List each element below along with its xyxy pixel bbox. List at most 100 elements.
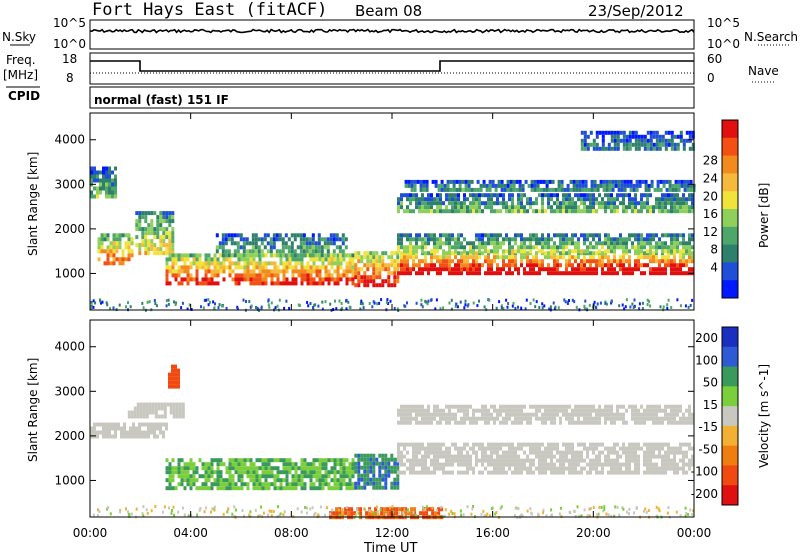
heatmap-cell (418, 450, 421, 455)
heatmap-cell (682, 209, 685, 214)
heatmap-cell (649, 138, 653, 143)
heatmap-cell (354, 251, 358, 256)
heatmap-cell (583, 442, 586, 447)
heatmap-cell (677, 179, 681, 184)
heatmap-cell (351, 474, 355, 479)
heatmap-cell (445, 233, 448, 238)
heatmap-cell (647, 183, 651, 188)
heatmap-cell (430, 267, 433, 272)
heatmap-cell (655, 142, 659, 147)
heatmap-cell (565, 251, 568, 256)
heatmap-cell (96, 434, 99, 439)
heatmap-cell (105, 434, 108, 439)
heatmap-cell (207, 269, 211, 274)
heatmap-cell (598, 193, 601, 198)
heatmap-cell (499, 442, 502, 447)
heatmap-cell (100, 249, 104, 254)
heatmap-cell (586, 197, 589, 202)
heatmap-cell (168, 380, 171, 385)
heatmap-cell (670, 201, 673, 206)
heatmap-cell (652, 245, 655, 250)
heatmap-cell (670, 412, 673, 417)
heatmap-cell (556, 245, 559, 250)
heatmap-cell (400, 233, 403, 238)
heatmap-cell (424, 197, 427, 202)
heatmap-cell (283, 306, 286, 310)
heatmap-cell (481, 458, 484, 463)
heatmap-cell (395, 511, 399, 516)
heatmap-cell (668, 187, 672, 192)
heatmap-cell (372, 485, 376, 490)
heatmap-cell (646, 197, 649, 202)
heatmap-cell (421, 408, 424, 413)
heatmap-cell (460, 446, 463, 451)
heatmap-cell (610, 271, 613, 276)
heatmap-cell (598, 249, 601, 254)
heatmap-cell (601, 241, 604, 246)
heatmap-cell (156, 219, 160, 224)
heatmap-cell (369, 465, 373, 470)
heatmap-cell (595, 146, 599, 151)
heatmap-cell (673, 142, 677, 147)
heatmap-cell (300, 466, 304, 471)
heatmap-cell (517, 249, 520, 254)
heatmap-cell (448, 197, 451, 202)
heatmap-cell (508, 193, 511, 198)
heatmap-cell (359, 307, 362, 311)
heatmap-cell (118, 303, 121, 307)
heatmap-cell (159, 247, 163, 252)
heatmap-cell (252, 269, 256, 274)
heatmap-cell (544, 241, 547, 246)
heatmap-cell (571, 470, 574, 475)
heatmap-cell (264, 281, 268, 286)
heatmap-cell (142, 514, 145, 518)
heatmap-cell (508, 408, 511, 413)
heatmap-cell (634, 450, 637, 455)
heatmap-cell (502, 404, 505, 409)
heatmap-cell (171, 261, 175, 266)
heatmap-cell (643, 442, 646, 447)
heatmap-cell (634, 404, 637, 409)
heatmap-cell (111, 426, 114, 431)
heatmap-cell (673, 201, 676, 206)
heatmap-cell (406, 263, 409, 268)
heatmap-cell (487, 446, 490, 451)
heatmap-cell (653, 187, 657, 192)
heatmap-cell (424, 508, 427, 511)
heatmap-cell (279, 253, 283, 258)
colorbar-tick-label: 4 (710, 261, 718, 275)
heatmap-cell (602, 183, 606, 188)
heatmap-cell (656, 179, 660, 184)
heatmap-cell (679, 304, 682, 308)
heatmap-cell (412, 458, 415, 463)
heatmap-cell (571, 450, 574, 455)
heatmap-cell (341, 233, 345, 238)
heatmap-cell (153, 251, 157, 256)
heatmap-cell (320, 249, 324, 254)
heatmap-cell (368, 302, 371, 305)
heatmap-cell (357, 481, 361, 486)
heatmap-cell (222, 512, 225, 516)
heatmap-cell (369, 251, 373, 256)
heatmap-cell (511, 454, 514, 459)
heatmap-cell (584, 299, 587, 303)
heatmap-cell (650, 183, 654, 188)
heatmap-cell (691, 142, 695, 147)
heatmap-cell (93, 178, 96, 183)
heatmap-cell (562, 249, 565, 254)
heatmap-cell (598, 408, 601, 413)
heatmap-cell (499, 245, 502, 250)
heatmap-cell (664, 130, 668, 135)
heatmap-cell (285, 474, 289, 479)
heatmap-cell (448, 209, 451, 214)
heatmap-cell (593, 300, 596, 304)
heatmap-cell (445, 470, 448, 475)
heatmap-cell (586, 462, 589, 467)
heatmap-cell (457, 233, 460, 238)
heatmap-cell (201, 482, 205, 487)
heatmap-cell (224, 233, 228, 238)
heatmap-cell (330, 273, 334, 278)
heatmap-cell (517, 454, 520, 459)
heatmap-cell (559, 241, 562, 246)
x-tick-label: 00:00 (677, 526, 712, 540)
